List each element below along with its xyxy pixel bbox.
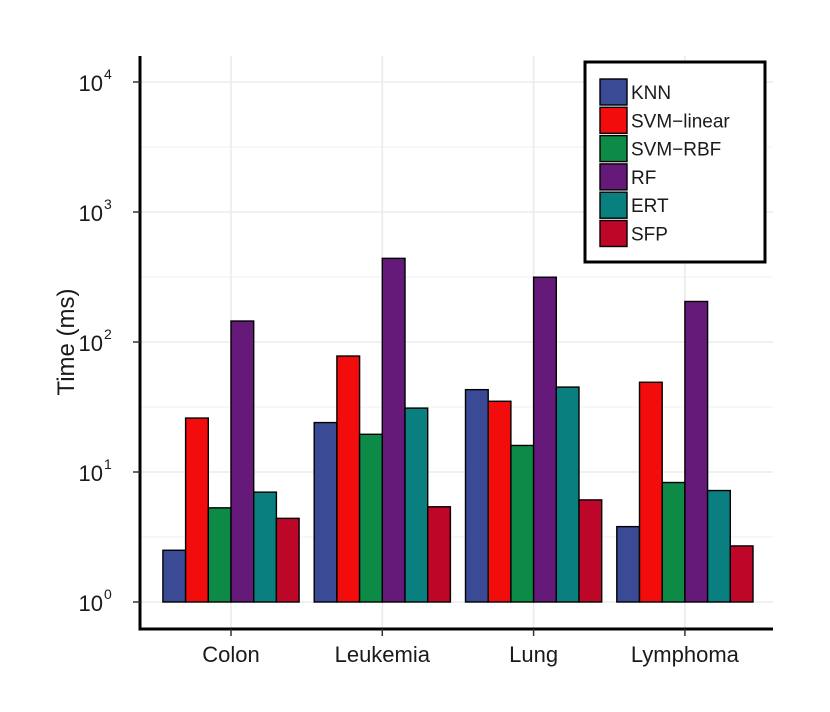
x-tick-label: Lung xyxy=(509,642,558,667)
bar-leukemia-svm-rbf xyxy=(358,433,384,603)
bar-lymphoma-sfp xyxy=(729,545,754,603)
bar-lymphoma-svm-rbf xyxy=(661,481,686,603)
bar-colon-ert xyxy=(252,491,278,603)
bar-lung-ert xyxy=(555,386,580,603)
bar-colon-svm-rbf xyxy=(207,507,232,603)
y-tick-exponent: 3 xyxy=(104,196,112,212)
y-tick-exponent: 2 xyxy=(104,326,112,342)
bar-leukemia-rf xyxy=(381,257,406,603)
y-tick-exponent: 1 xyxy=(104,456,112,472)
bar-lymphoma-rf xyxy=(684,300,709,603)
bar-lung-svm-rbf xyxy=(510,444,535,603)
x-tick-label: Lymphoma xyxy=(631,642,740,667)
legend-swatch xyxy=(599,191,628,219)
legend-swatch xyxy=(599,163,628,191)
x-tick-label: Leukemia xyxy=(335,642,431,667)
bar-lymphoma-svm-linear xyxy=(638,381,663,603)
legend-label: KNN xyxy=(631,83,671,104)
axes xyxy=(133,56,773,636)
legend: KNN SVM−linear SVM−RBF RF ERT SFP xyxy=(583,60,767,264)
bar-lymphoma-ert xyxy=(706,489,731,603)
bar-colon-rf xyxy=(230,320,255,603)
y-tick-label: 10 xyxy=(79,591,103,616)
bar-lung-sfp xyxy=(578,499,603,603)
legend-label: SVM−linear xyxy=(631,111,730,132)
bar-leukemia-knn xyxy=(313,421,338,603)
x-tick-labels: Colon Leukemia Lung Lymphoma xyxy=(202,642,739,667)
bar-leukemia-ert xyxy=(404,407,429,603)
legend-swatch xyxy=(599,219,628,248)
y-tick-label: 10 xyxy=(79,461,103,486)
x-tick-label: Colon xyxy=(202,642,259,667)
legend-swatch xyxy=(599,134,628,163)
legend-swatch xyxy=(599,78,628,106)
bar-colon-sfp xyxy=(275,517,300,603)
bar-colon-knn xyxy=(162,549,187,603)
legend-label: SVM−RBF xyxy=(631,140,721,161)
y-tick-label: 10 xyxy=(79,71,103,96)
y-axis-label: Time (ms) xyxy=(53,288,80,395)
bar-lymphoma-knn xyxy=(616,525,641,603)
legend-label: SFP xyxy=(631,225,668,246)
bar-leukemia-svm-linear xyxy=(336,355,361,603)
bar-colon-svm-linear xyxy=(184,417,210,603)
y-tick-label: 10 xyxy=(79,331,103,356)
bar-lung-rf xyxy=(532,276,557,603)
y-tick-exponent: 0 xyxy=(104,586,112,602)
legend-label: RF xyxy=(631,168,656,189)
y-tick-exponent: 4 xyxy=(104,66,112,82)
bar-leukemia-sfp xyxy=(427,506,452,603)
y-tick-label: 10 xyxy=(79,201,103,226)
bars-layer xyxy=(162,257,754,603)
bar-lung-knn xyxy=(464,388,489,603)
bar-lung-svm-linear xyxy=(487,400,512,603)
legend-swatch xyxy=(599,106,628,135)
legend-label: ERT xyxy=(631,196,669,217)
